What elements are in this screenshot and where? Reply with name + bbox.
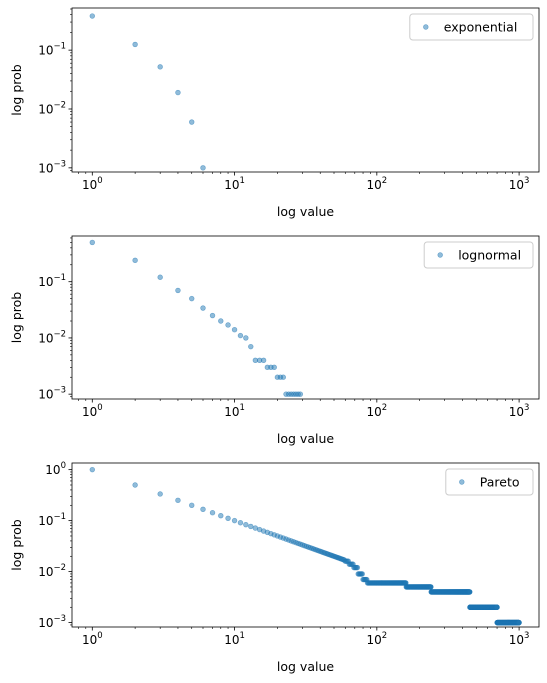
legend: Pareto bbox=[445, 468, 534, 496]
axes-frame bbox=[71, 462, 540, 628]
data-point bbox=[189, 502, 195, 508]
data-point bbox=[359, 571, 365, 577]
data-point bbox=[132, 482, 138, 488]
series-exponential bbox=[89, 13, 206, 171]
legend-label: Pareto bbox=[480, 475, 520, 490]
data-point bbox=[494, 604, 500, 610]
data-point bbox=[231, 517, 238, 524]
data-point bbox=[189, 119, 195, 125]
y-tick-label: 10−1 bbox=[38, 273, 66, 289]
data-point bbox=[354, 564, 361, 571]
legend-label: exponential bbox=[444, 20, 518, 35]
chart-panel-1: 100 101 102 103 10−3 10−2 10−1 log value log pro… bbox=[9, 7, 540, 219]
x-tick-label: 101 bbox=[224, 176, 245, 192]
y-tick-label: 10−1 bbox=[38, 42, 66, 58]
x-tick-label: 102 bbox=[366, 403, 387, 419]
data-point bbox=[132, 41, 138, 48]
legend-marker bbox=[459, 479, 465, 485]
chart-panel-2: 100 101 102 103 10−3 10−2 10−1 log value log pro… bbox=[9, 235, 540, 446]
y-axis-label: log prob bbox=[9, 519, 24, 570]
y-axis-label: log prob bbox=[9, 64, 24, 115]
x-axis-label: log value bbox=[277, 204, 334, 219]
data-point bbox=[271, 364, 277, 371]
data-point bbox=[157, 274, 163, 280]
y-tick-label: 10−3 bbox=[38, 386, 66, 402]
legend: lognormal bbox=[423, 241, 534, 269]
data-point bbox=[200, 165, 206, 171]
data-point bbox=[175, 287, 181, 294]
data-point bbox=[209, 510, 216, 516]
legend-box bbox=[409, 13, 534, 41]
y-axis-label: log prob bbox=[9, 292, 24, 343]
data-point bbox=[157, 491, 163, 497]
x-tick-label: 100 bbox=[82, 631, 103, 647]
x-tick-label: 101 bbox=[224, 403, 245, 419]
data-point bbox=[132, 257, 138, 264]
legend: exponential bbox=[409, 13, 534, 41]
data-point bbox=[237, 520, 244, 526]
data-point bbox=[467, 589, 473, 595]
data-point bbox=[428, 584, 434, 590]
axes-frame bbox=[71, 235, 540, 400]
axes-frame bbox=[71, 7, 540, 173]
y-tick-label: 10−2 bbox=[38, 563, 66, 579]
data-point bbox=[200, 506, 206, 513]
data-point bbox=[200, 305, 206, 311]
data-point bbox=[157, 64, 163, 70]
y-tick-label: 10−1 bbox=[38, 512, 66, 528]
data-point bbox=[175, 497, 181, 504]
series-lognormal bbox=[89, 239, 304, 397]
x-tick-label: 100 bbox=[82, 403, 103, 419]
data-point bbox=[297, 391, 304, 397]
data-point bbox=[209, 312, 216, 319]
data-point bbox=[189, 295, 195, 302]
data-point bbox=[89, 466, 95, 473]
legend-label: lognormal bbox=[458, 248, 521, 263]
data-point bbox=[243, 335, 249, 341]
data-point bbox=[237, 332, 244, 339]
data-point bbox=[218, 318, 224, 324]
data-point bbox=[260, 357, 267, 364]
data-point bbox=[225, 322, 231, 328]
chart-panel-3: 100 101 102 103 10−3 10−2 10−1 100 log value log … bbox=[9, 461, 540, 674]
data-point bbox=[89, 13, 95, 19]
data-point bbox=[243, 521, 249, 528]
x-tick-label: 103 bbox=[509, 631, 530, 647]
x-axis-label: log value bbox=[277, 659, 334, 674]
y-tick-label: 10−3 bbox=[38, 614, 66, 630]
series-Pareto bbox=[89, 466, 522, 626]
data-point bbox=[89, 239, 95, 246]
data-point bbox=[248, 343, 254, 350]
legend-box bbox=[445, 468, 534, 496]
legend-marker bbox=[423, 24, 429, 30]
data-point bbox=[231, 327, 238, 333]
data-point bbox=[280, 374, 286, 380]
x-tick-label: 103 bbox=[509, 403, 530, 419]
data-point bbox=[218, 512, 224, 519]
y-tick-label: 10−2 bbox=[38, 329, 66, 345]
data-point bbox=[175, 89, 181, 96]
x-axis-label: log value bbox=[277, 431, 334, 446]
legend-box bbox=[423, 241, 534, 269]
y-tick-label: 10−2 bbox=[38, 100, 66, 116]
legend-marker bbox=[437, 252, 443, 258]
y-tick-label: 100 bbox=[45, 461, 66, 477]
data-point bbox=[225, 515, 231, 521]
y-tick-label: 10−3 bbox=[38, 159, 66, 175]
x-tick-label: 101 bbox=[224, 631, 245, 647]
x-tick-label: 102 bbox=[366, 176, 387, 192]
data-point bbox=[248, 523, 254, 530]
x-tick-label: 100 bbox=[82, 176, 103, 192]
data-point bbox=[516, 619, 522, 626]
x-tick-label: 103 bbox=[509, 176, 530, 192]
x-tick-label: 102 bbox=[366, 631, 387, 647]
